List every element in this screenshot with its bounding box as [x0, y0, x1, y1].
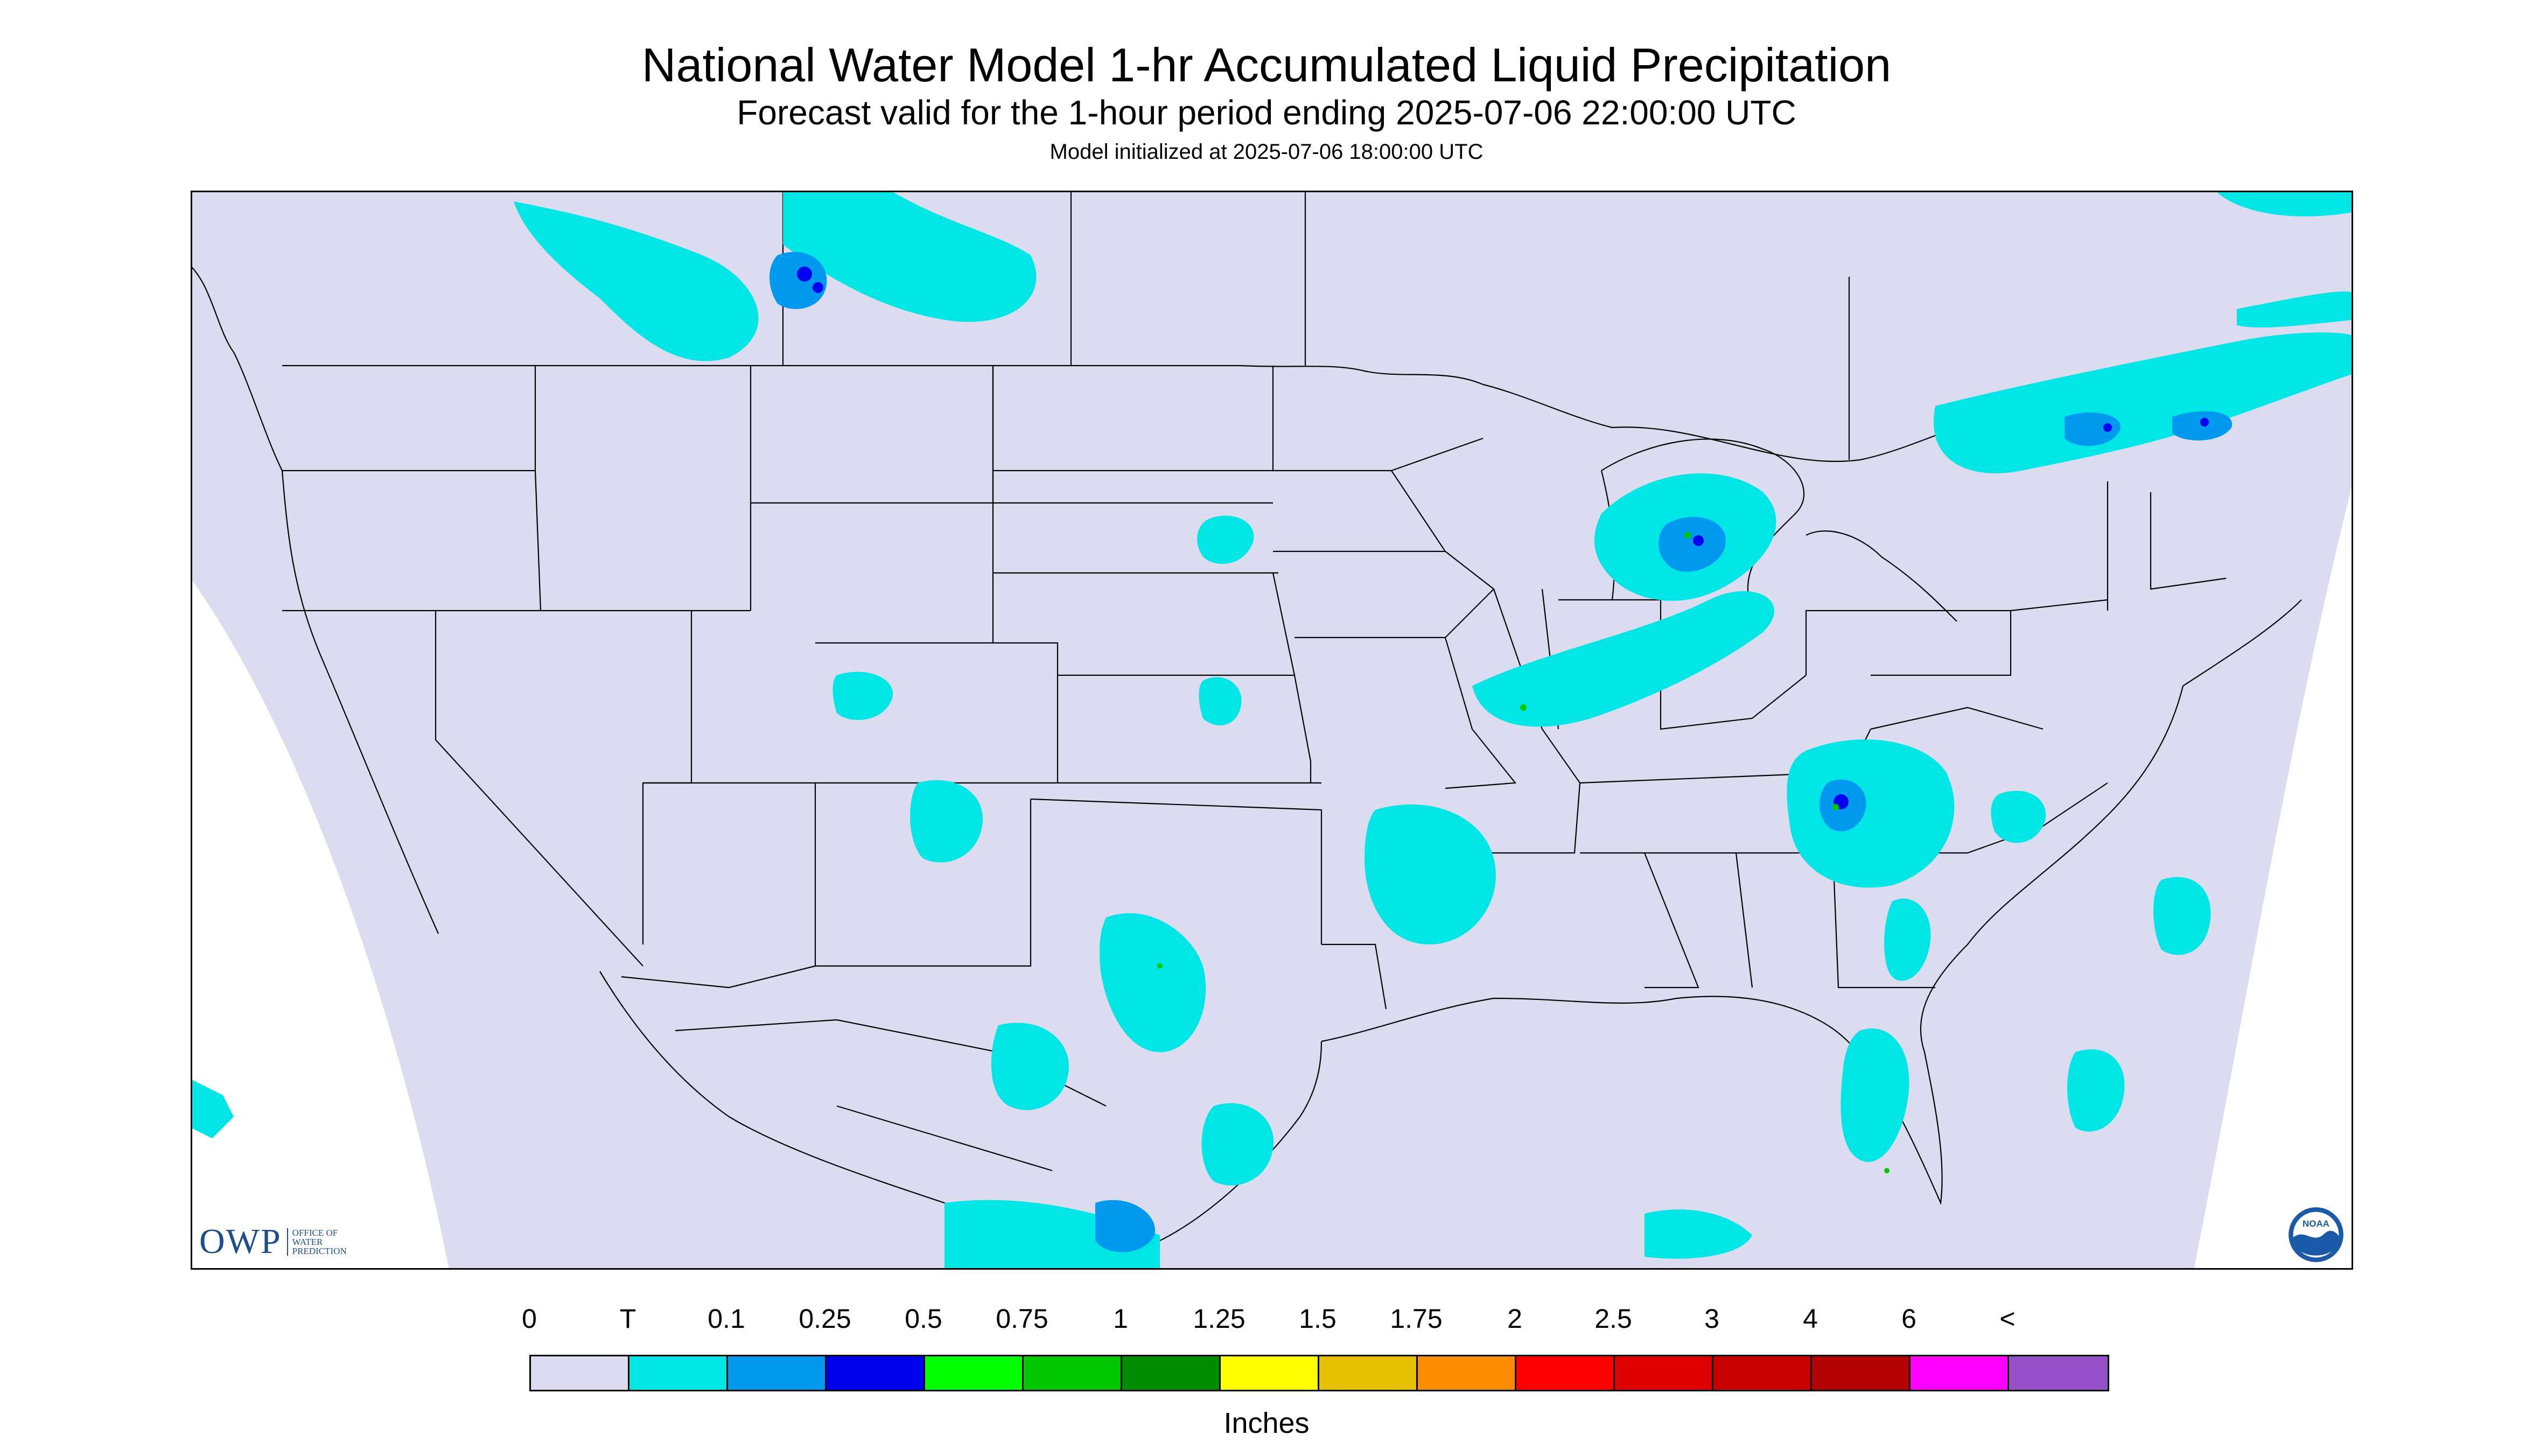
legend-label: 1.5: [1299, 1304, 1337, 1334]
legend-color-bar: [529, 1355, 2109, 1391]
legend-label: 1: [1113, 1304, 1128, 1334]
owp-logo-subtext: OFFICE OF WATER PREDICTION: [286, 1227, 347, 1256]
legend-label: T: [619, 1304, 636, 1334]
legend-swatch: [1911, 1356, 2009, 1390]
precip-green-spots: [1157, 532, 1890, 1173]
map-title: National Water Model 1-hr Accumulated Li…: [641, 38, 1892, 92]
legend-swatch: [728, 1356, 827, 1390]
legend-swatch: [925, 1356, 1024, 1390]
legend-label: 6: [1901, 1304, 1916, 1334]
legend-units: Inches: [1223, 1407, 1310, 1439]
noaa-logo-text: NOAA: [2303, 1219, 2329, 1229]
legend-label: 2.5: [1594, 1304, 1632, 1334]
legend-swatch: [1122, 1356, 1221, 1390]
legend-label: 1.75: [1390, 1304, 1443, 1334]
owp-logo-mark: OWP: [199, 1222, 282, 1261]
legend-swatch: [2009, 1356, 2108, 1390]
precip-trace-areas: [191, 191, 2353, 1270]
legend-labels: 0 T 0.1 0.25 0.5 0.75 1 1.25 1.5 1.75 2 2.5 3 4 6 <: [0, 1303, 2533, 1341]
legend-swatch: [1516, 1356, 1615, 1390]
legend-swatch: [1319, 1356, 1418, 1390]
legend-swatch: [629, 1356, 728, 1390]
legend-swatch: [1024, 1356, 1122, 1390]
legend-label: 0.5: [905, 1304, 942, 1334]
model-init-text: Model initialized at 2025-07-06 18:00:00…: [1049, 140, 1484, 164]
owp-subtext-line: PREDICTION: [292, 1245, 347, 1256]
map-domain: [191, 191, 2353, 1270]
legend-label: 0.1: [708, 1304, 745, 1334]
owp-logo: OWP OFFICE OF WATER PREDICTION: [199, 1221, 347, 1262]
owp-subtext-line: WATER: [292, 1236, 323, 1247]
state-borders: [191, 191, 2324, 1270]
owp-subtext-line: OFFICE OF: [292, 1227, 338, 1238]
legend-swatch: [1221, 1356, 1319, 1390]
legend-label: 3: [1704, 1304, 1719, 1334]
legend-label: <: [1999, 1304, 2016, 1334]
precipitation-map: [191, 191, 2353, 1270]
legend-label: 1.25: [1193, 1304, 1245, 1334]
legend-label: 2: [1507, 1304, 1522, 1334]
legend-label: 0.75: [996, 1304, 1048, 1334]
legend-swatch: [827, 1356, 925, 1390]
legend-label: 0: [522, 1304, 537, 1334]
map-subtitle: Forecast valid for the 1-hour period end…: [737, 93, 1796, 132]
legend-swatch: [1812, 1356, 1911, 1390]
legend-swatch: [1418, 1356, 1516, 1390]
legend-label: 0.25: [799, 1304, 851, 1334]
noaa-logo-icon: NOAA: [2289, 1207, 2343, 1262]
precip-moderate-areas: [769, 251, 2233, 1252]
legend-swatch: [531, 1356, 629, 1390]
legend-label: 4: [1803, 1304, 1818, 1334]
legend-swatch: [1615, 1356, 1713, 1390]
precip-heavy-cores: [797, 267, 2209, 809]
legend-swatch: [1713, 1356, 1812, 1390]
